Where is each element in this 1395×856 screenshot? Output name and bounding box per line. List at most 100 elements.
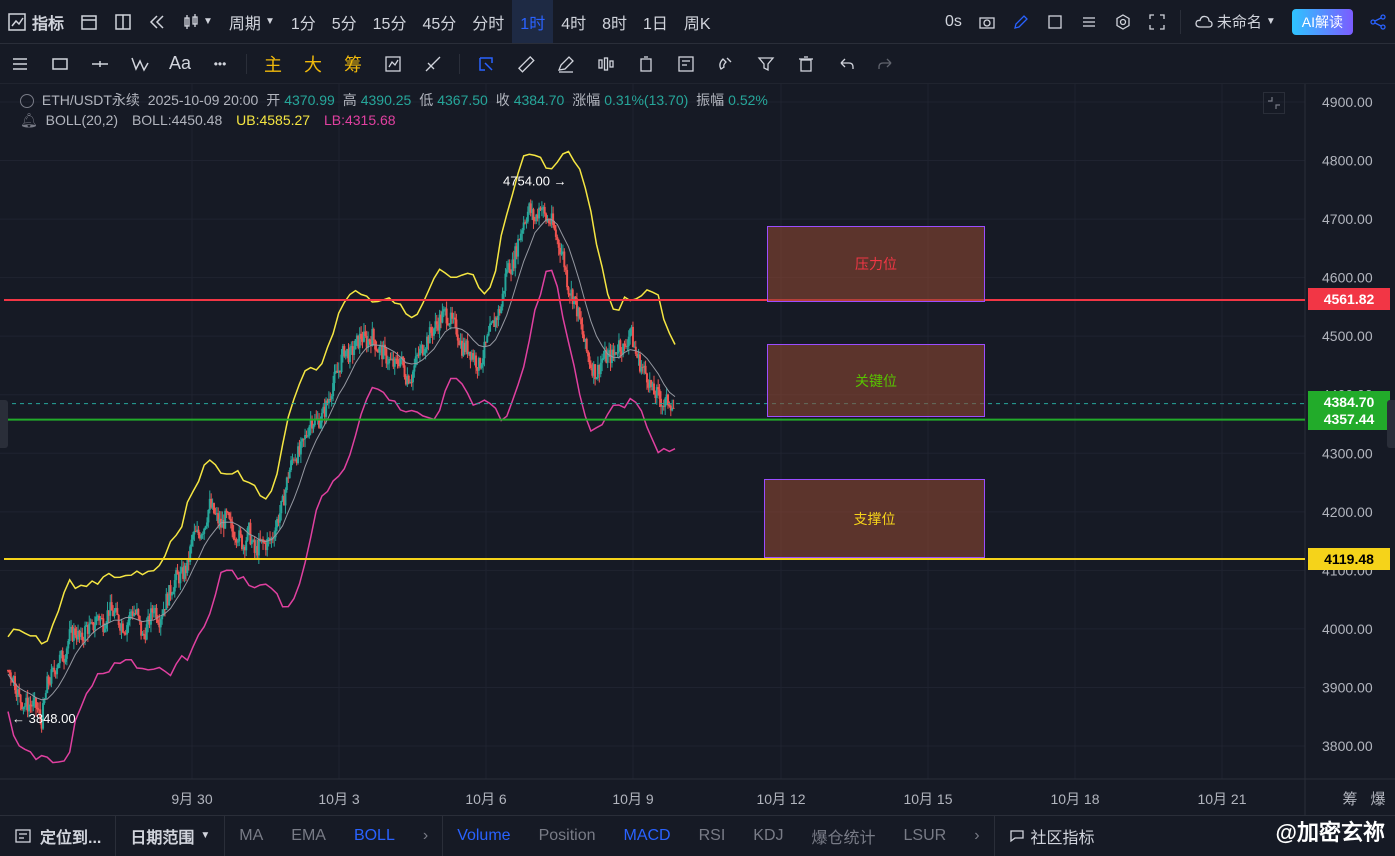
settings-button[interactable]: [1106, 0, 1140, 43]
sub-indicator-5[interactable]: 爆仓统计: [798, 816, 890, 855]
visibility-icon[interactable]: [20, 94, 34, 108]
ruler-tool[interactable]: [506, 44, 546, 84]
auto-scale-button[interactable]: [1263, 92, 1285, 114]
interval-tab-7[interactable]: 8时: [594, 0, 635, 43]
main-indicator-boll[interactable]: BOLL: [340, 816, 409, 855]
candle-body: [645, 366, 647, 374]
candle-body: [525, 222, 527, 223]
candle-body: [509, 263, 511, 273]
sub-indicator-6[interactable]: LSUR: [890, 816, 961, 855]
filter-tool[interactable]: [746, 44, 786, 84]
interval-tab-5[interactable]: 1时: [512, 0, 553, 43]
indicator-button[interactable]: 指标: [0, 0, 72, 43]
interval-tab-3[interactable]: 45分: [414, 0, 464, 43]
bell-icon[interactable]: 🔔︎: [20, 112, 38, 128]
expand-button[interactable]: [1140, 0, 1174, 43]
replay-button[interactable]: [140, 0, 174, 43]
chevron-right-icon[interactable]: ›: [409, 816, 442, 855]
horizontal-line-tool[interactable]: [80, 44, 120, 84]
candle-body: [617, 352, 619, 354]
main-indicator-ma[interactable]: MA: [225, 816, 277, 855]
candle-body: [300, 441, 302, 454]
note-tool[interactable]: [666, 44, 706, 84]
price-tick-label: 4200.00: [1322, 504, 1373, 520]
left-panel-handle[interactable]: [0, 400, 8, 448]
interval-tab-9[interactable]: 周K: [676, 0, 719, 43]
main-indicator-ema[interactable]: EMA: [277, 816, 340, 855]
pattern-tool[interactable]: [586, 44, 626, 84]
cursor-icon: [477, 55, 495, 73]
sub-indicator-0[interactable]: Volume: [443, 816, 524, 855]
rectangle-tool[interactable]: [40, 44, 80, 84]
big-order-button[interactable]: 大: [293, 44, 333, 84]
trash-icon: [797, 55, 815, 73]
select-tool[interactable]: [466, 44, 506, 84]
chevron-right-icon[interactable]: ›: [960, 816, 993, 855]
candle-body: [161, 616, 163, 620]
candle-body: [486, 336, 488, 343]
compare-icon: [384, 55, 402, 73]
menu-button[interactable]: [0, 44, 40, 84]
locate-button[interactable]: 定位到...: [0, 816, 115, 855]
candle-body: [116, 608, 118, 615]
interval-tab-4[interactable]: 分时: [464, 0, 512, 43]
screenshot-button[interactable]: [970, 0, 1004, 43]
community-indicator-button[interactable]: 社区指标: [995, 816, 1109, 855]
interval-tab-2[interactable]: 15分: [365, 0, 415, 43]
support-zone[interactable]: 支撑位: [764, 479, 985, 558]
resistance-zone[interactable]: 压力位: [767, 226, 985, 302]
layout-name: 未命名: [1217, 11, 1262, 32]
magnet-tool[interactable]: [706, 44, 746, 84]
delete-tool[interactable]: [786, 44, 826, 84]
layout-button[interactable]: [106, 0, 140, 43]
position-tool[interactable]: [626, 44, 666, 84]
candle-body: [517, 239, 519, 256]
open-label: 开: [266, 92, 280, 108]
list-button[interactable]: [1072, 0, 1106, 43]
compare-tool[interactable]: [373, 44, 413, 84]
candle-type-button[interactable]: ▼: [174, 0, 221, 43]
candle-body: [425, 349, 427, 353]
locate-icon: [14, 827, 32, 845]
sub-indicator-2[interactable]: MACD: [609, 816, 684, 855]
candle-body: [171, 594, 173, 595]
interval-tab-8[interactable]: 1日: [635, 0, 676, 43]
wave-tool[interactable]: [120, 44, 160, 84]
candle-body: [430, 327, 432, 333]
chip-button[interactable]: 筹: [333, 44, 373, 84]
hamburger-icon: [11, 55, 29, 73]
sub-indicator-1[interactable]: Position: [525, 816, 610, 855]
key-zone[interactable]: 关键位: [767, 344, 985, 417]
date-range-dropdown[interactable]: 日期范围 ▼: [116, 816, 224, 855]
interval-tab-0[interactable]: 1分: [283, 0, 324, 43]
date-tick-label: 9月 30: [171, 791, 212, 807]
candle-body: [307, 436, 309, 437]
text-tool[interactable]: Aa: [160, 44, 200, 84]
scale-tool[interactable]: [413, 44, 453, 84]
more-tools-button[interactable]: •••: [200, 44, 240, 84]
redo-button[interactable]: [866, 44, 906, 84]
interval-tab-6[interactable]: 4时: [553, 0, 594, 43]
price-chart[interactable]: 4900.004800.004700.004600.004500.004400.…: [0, 84, 1395, 815]
candle-body: [290, 460, 292, 470]
brush-tool[interactable]: [546, 44, 586, 84]
draw-button[interactable]: [1004, 0, 1038, 43]
undo-button[interactable]: [826, 44, 866, 84]
boll-name[interactable]: BOLL(20,2): [46, 112, 118, 128]
calendar-button[interactable]: [72, 0, 106, 43]
period-dropdown[interactable]: 周期 ▼: [221, 0, 283, 43]
layout-name-dropdown[interactable]: 未命名 ▼: [1187, 0, 1284, 43]
main-force-button[interactable]: 主: [253, 44, 293, 84]
fullscreen-window-button[interactable]: [1038, 0, 1072, 43]
share-button[interactable]: [1361, 0, 1395, 43]
sub-indicator-3[interactable]: RSI: [685, 816, 740, 855]
boll-lb: LB:4315.68: [324, 112, 396, 128]
candle-body: [659, 389, 661, 398]
sub-indicator-4[interactable]: KDJ: [739, 816, 797, 855]
candle-body: [332, 383, 334, 396]
chart-area[interactable]: 4900.004800.004700.004600.004500.004400.…: [0, 84, 1395, 815]
interval-tab-1[interactable]: 5分: [324, 0, 365, 43]
ai-interpret-button[interactable]: AI解读: [1292, 9, 1353, 35]
right-panel-handle[interactable]: [1387, 400, 1395, 448]
key-zone-label: 关键位: [855, 371, 897, 391]
